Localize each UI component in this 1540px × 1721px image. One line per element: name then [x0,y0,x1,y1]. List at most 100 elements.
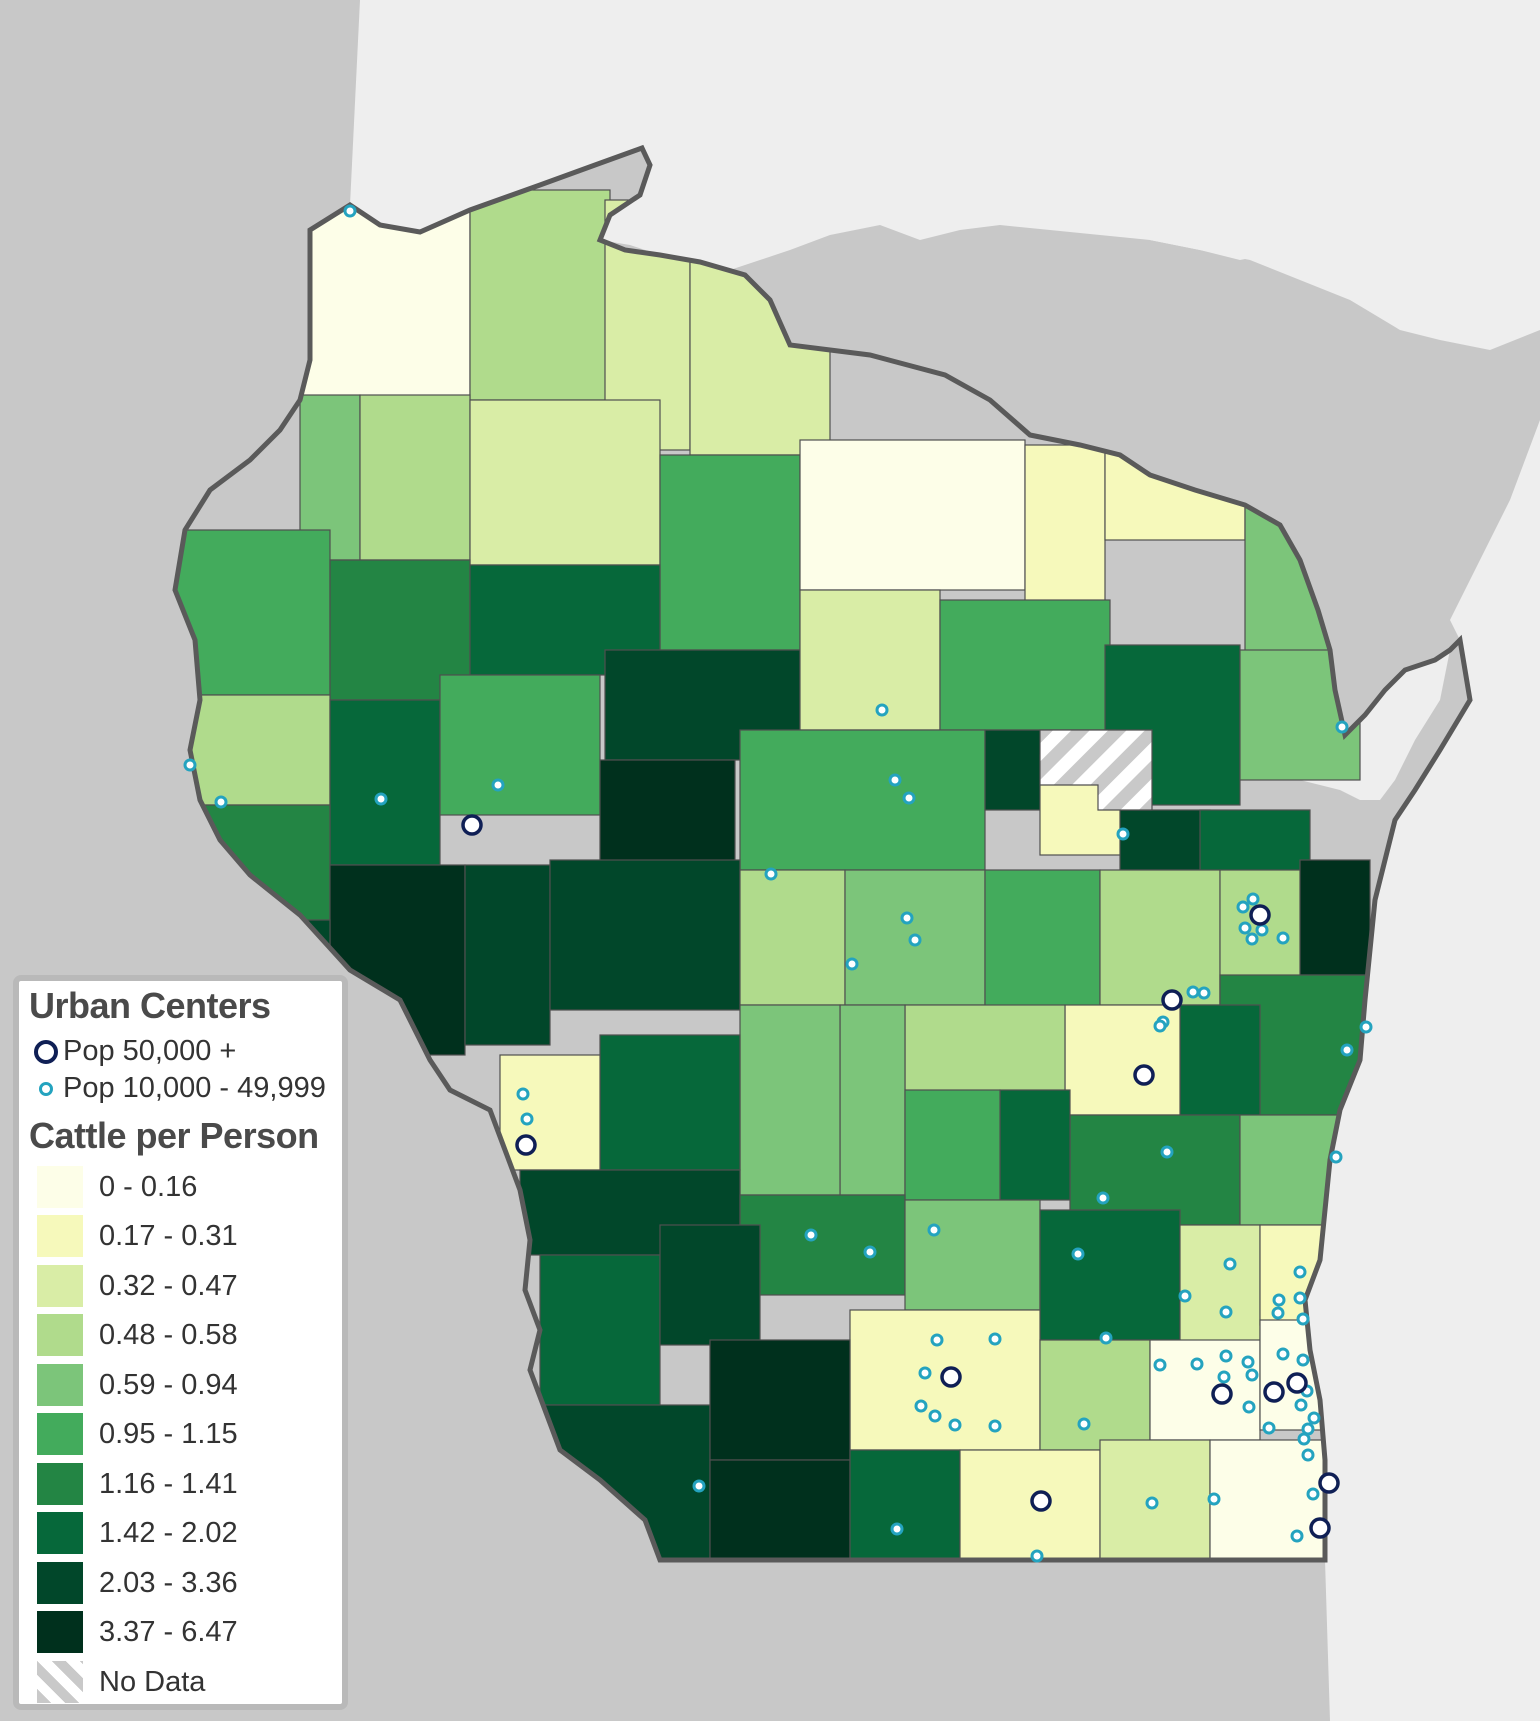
county [849,1449,961,1560]
small-city-marker [374,792,388,806]
small-city-marker [988,1332,1002,1346]
small-city-marker [1217,1370,1231,1384]
large-city-marker [1211,1383,1233,1405]
small-city-marker [1245,1368,1259,1382]
county [464,864,551,1046]
class-swatch [37,1463,83,1505]
class-swatch [37,1265,83,1307]
county [469,399,661,566]
urban-centers-title: Urban Centers [29,985,271,1026]
small-city-marker [1296,1353,1310,1367]
small-city-marker [875,703,889,717]
small-city-marker [914,1399,928,1413]
small-city-marker [1329,1150,1343,1164]
county [549,859,741,1011]
class-label: 3.37 - 6.47 [99,1615,238,1648]
small-city-marker [1262,1421,1276,1435]
county [359,394,471,561]
small-city-marker [1272,1293,1286,1307]
legend-class: 0 - 0.16 [37,1166,197,1208]
county [439,674,601,816]
small-city-marker [888,773,902,787]
small-city-marker [804,1228,818,1242]
small-city-marker [1246,892,1260,906]
small-city-marker [1160,1145,1174,1159]
county [299,199,471,401]
legend-class: 3.37 - 6.47 [37,1611,238,1653]
class-label: 0.17 - 0.31 [99,1219,238,1252]
small-city-marker [1290,1529,1304,1543]
small-city-marker [900,911,914,925]
county [1179,1224,1261,1356]
county [904,1004,1066,1101]
small-city-marker [1077,1417,1091,1431]
class-label: 0.48 - 0.58 [99,1318,238,1351]
small-city-marker [1116,827,1130,841]
small-city-marker [1293,1265,1307,1279]
small-city-marker [1335,720,1349,734]
map-legend: Urban Centers Pop 50,000 + Pop 10,000 - … [13,975,348,1710]
legend-class: 0.32 - 0.47 [37,1265,238,1307]
small-city-marker [930,1333,944,1347]
lake-michigan [1305,420,1540,1721]
small-city-marker [948,1418,962,1432]
county [1209,1439,1341,1560]
county [1099,869,1221,1006]
large-city-marker [461,814,483,836]
class-swatch [37,1611,83,1653]
county [1039,1339,1151,1451]
legend-class: 1.42 - 2.02 [37,1512,238,1554]
small-city-marker [918,1366,932,1380]
small-city-marker [863,1245,877,1259]
county [839,1004,906,1196]
county [709,1459,851,1560]
county [1179,1004,1261,1116]
large-city-marker [1249,904,1271,926]
county [1039,1209,1181,1341]
county [1099,1439,1211,1560]
county [904,1199,1041,1311]
class-swatch [37,1562,83,1604]
legend-class: 0.48 - 0.58 [37,1314,238,1356]
small-city-marker [845,957,859,971]
small-city-icon [39,1081,53,1096]
county [499,1054,601,1171]
county [539,1254,661,1406]
small-city-marker [1245,932,1259,946]
small-city-marker [1293,1291,1307,1305]
county [175,694,331,806]
county [1299,859,1371,976]
small-city-marker [890,1522,904,1536]
county [659,1224,761,1346]
small-city-marker [692,1479,706,1493]
county [799,439,1026,591]
small-city-marker [1301,1422,1315,1436]
class-label: 2.03 - 3.36 [99,1566,238,1599]
class-swatch [37,1215,83,1257]
county [904,1089,1001,1201]
county [739,1004,841,1196]
county [659,454,801,651]
class-label: 1.42 - 2.02 [99,1516,238,1549]
small-city-marker [1242,1400,1256,1414]
legend-class: 2.03 - 3.36 [37,1562,238,1604]
county [1069,1114,1241,1226]
small-city-marker [183,758,197,772]
small-city-marker [764,867,778,881]
county [599,1034,741,1171]
small-city-marker [988,1419,1002,1433]
small-city-marker [1255,923,1269,937]
small-city-marker [1219,1305,1233,1319]
legend-pop-small: Pop 10,000 - 49,999 [29,1072,326,1105]
small-city-marker [1238,921,1252,935]
small-city-marker [1276,931,1290,945]
large-city-icon [34,1039,58,1064]
small-city-marker [1219,1349,1233,1363]
county [984,869,1101,1011]
small-city-marker [1178,1289,1192,1303]
county [799,589,941,731]
small-city-marker [1301,1448,1315,1462]
county [1149,1339,1261,1441]
class-label: 0.59 - 0.94 [99,1368,238,1401]
county [999,1089,1071,1201]
